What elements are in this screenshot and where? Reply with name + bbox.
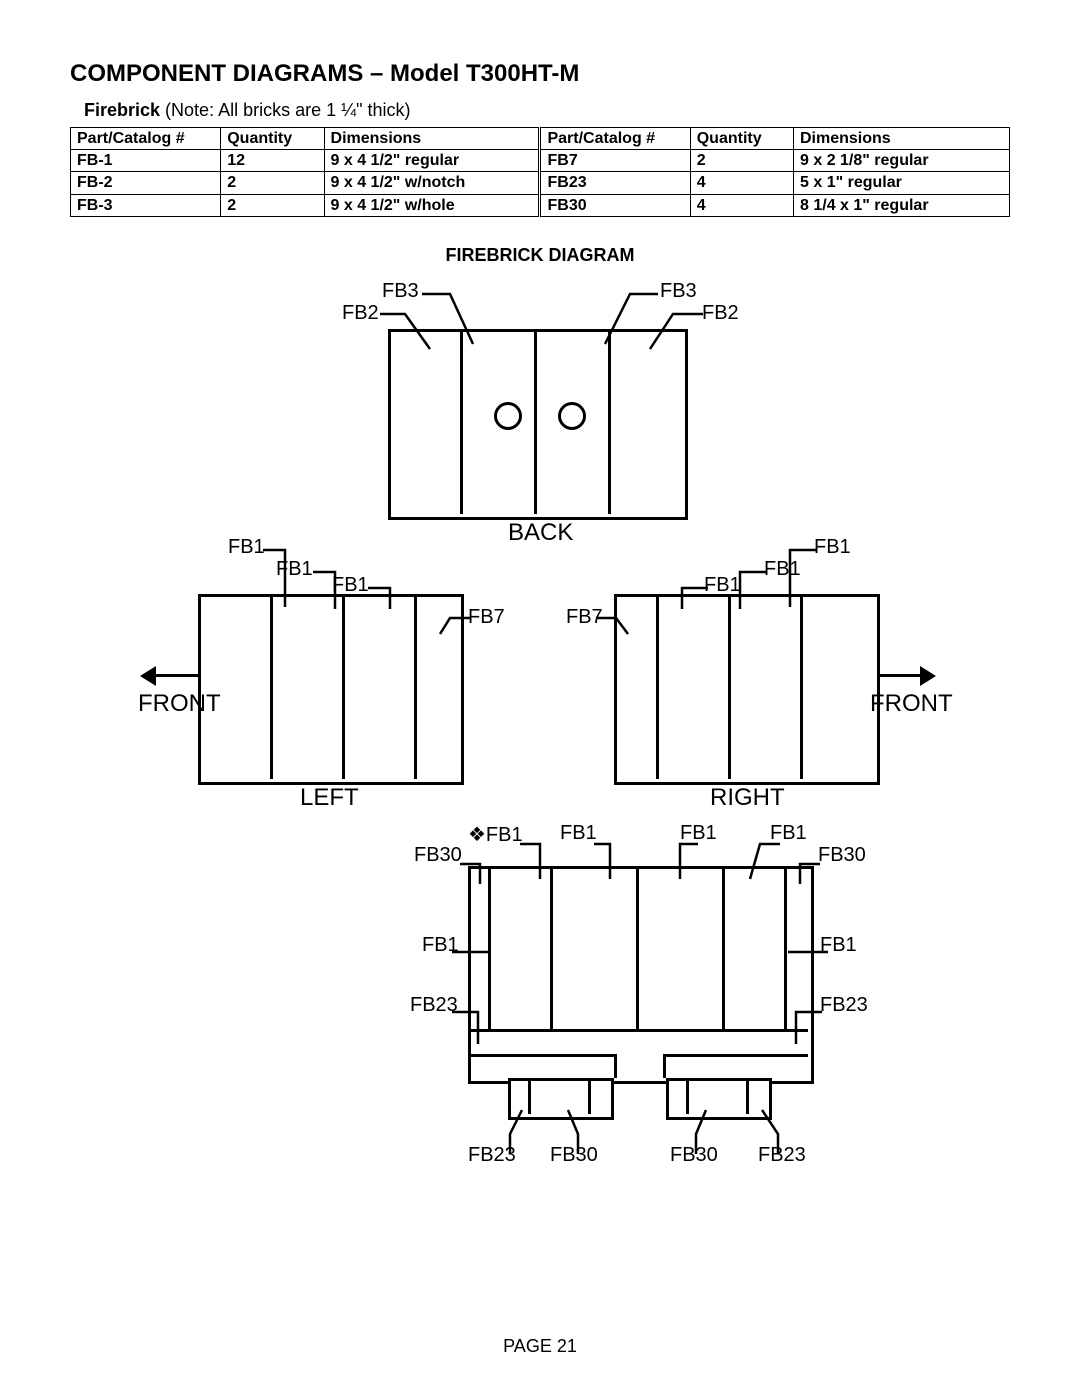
front-arrow-right — [878, 666, 936, 686]
table-row: FB-2 2 9 x 4 1/2" w/notch FB23 4 5 x 1" … — [71, 172, 1010, 194]
left-label: LEFT — [300, 784, 359, 812]
firebrick-diagram: FB3 FB2 FB3 FB2 BACK FB1 FB1 FB1 FB7 FRO… — [70, 274, 1010, 1174]
callout-fb2: FB2 — [702, 302, 739, 325]
td: 9 x 4 1/2" regular — [324, 150, 540, 172]
front-label: FRONT — [138, 690, 221, 718]
leader-line — [448, 942, 498, 962]
leader-line — [448, 1002, 498, 1052]
leader-line — [782, 942, 832, 962]
note-bold: Firebrick — [84, 100, 160, 120]
td: 4 — [690, 172, 793, 194]
callout-fb23: FB23 — [820, 994, 868, 1017]
firebrick-note: Firebrick (Note: All bricks are 1 ¼" thi… — [84, 100, 1010, 121]
table-header-row: Part/Catalog # Quantity Dimensions Part/… — [71, 128, 1010, 150]
callout-fb1: FB1 — [276, 558, 313, 581]
td: 2 — [221, 172, 324, 194]
panel-divider — [534, 329, 537, 514]
callout-fb2: FB2 — [342, 302, 379, 325]
td: 12 — [221, 150, 324, 172]
td: FB7 — [540, 150, 690, 172]
th: Quantity — [221, 128, 324, 150]
td: 5 x 1" regular — [794, 172, 1010, 194]
callout-fb7: FB7 — [566, 606, 603, 629]
table-row: FB-1 12 9 x 4 1/2" regular FB7 2 9 x 2 1… — [71, 150, 1010, 172]
td: 9 x 4 1/2" w/notch — [324, 172, 540, 194]
th: Quantity — [690, 128, 793, 150]
leader-line — [776, 1002, 826, 1052]
callout-fb1: FB1 — [704, 574, 741, 597]
th: Part/Catalog # — [540, 128, 690, 150]
table-row: FB-3 2 9 x 4 1/2" w/hole FB30 4 8 1/4 x … — [71, 194, 1010, 216]
leader-line — [780, 854, 840, 894]
callout-fb1: FB1 — [228, 536, 265, 559]
td: 8 1/4 x 1" regular — [794, 194, 1010, 216]
callout-fb1: FB1 — [814, 536, 851, 559]
panel-divider — [636, 866, 639, 1031]
note-rest: (Note: All bricks are 1 ¼" thick) — [160, 100, 410, 120]
td: FB-3 — [71, 194, 221, 216]
front-arrow-left — [140, 666, 198, 686]
leader-line — [660, 834, 720, 889]
diagram-title: FIREBRICK DIAGRAM — [70, 245, 1010, 266]
back-label: BACK — [508, 519, 573, 547]
page-footer: PAGE 21 — [0, 1336, 1080, 1357]
leader-line — [682, 1104, 722, 1154]
parts-table: Part/Catalog # Quantity Dimensions Part/… — [70, 127, 1010, 217]
td: 2 — [690, 150, 793, 172]
leader-line — [440, 854, 500, 894]
th: Dimensions — [794, 128, 1010, 150]
td: FB-2 — [71, 172, 221, 194]
leader-line — [500, 1104, 550, 1154]
td: FB23 — [540, 172, 690, 194]
leader-line — [570, 834, 630, 889]
right-label: RIGHT — [710, 784, 785, 812]
panel-divider — [722, 866, 725, 1031]
th: Dimensions — [324, 128, 540, 150]
td: FB30 — [540, 194, 690, 216]
front-label: FRONT — [870, 690, 953, 718]
leader-line — [742, 1104, 792, 1154]
hole-icon — [558, 402, 586, 430]
leader-line — [560, 1104, 600, 1154]
bottom-panel — [468, 866, 814, 1084]
hole-icon — [494, 402, 522, 430]
td: 4 — [690, 194, 793, 216]
panel-divider — [468, 1029, 808, 1032]
page-title: COMPONENT DIAGRAMS – Model T300HT-M — [70, 60, 1010, 88]
td: 9 x 4 1/2" w/hole — [324, 194, 540, 216]
td: 9 x 2 1/8" regular — [794, 150, 1010, 172]
callout-fb1: FB1 — [332, 574, 369, 597]
cutout — [614, 1054, 666, 1078]
callout-fb1: FB1 — [764, 558, 801, 581]
td: FB-1 — [71, 150, 221, 172]
leader-line — [490, 834, 560, 889]
callout-fb7: FB7 — [468, 606, 505, 629]
panel-divider — [550, 866, 553, 1031]
leader-line — [390, 604, 480, 654]
td: 2 — [221, 194, 324, 216]
th: Part/Catalog # — [71, 128, 221, 150]
